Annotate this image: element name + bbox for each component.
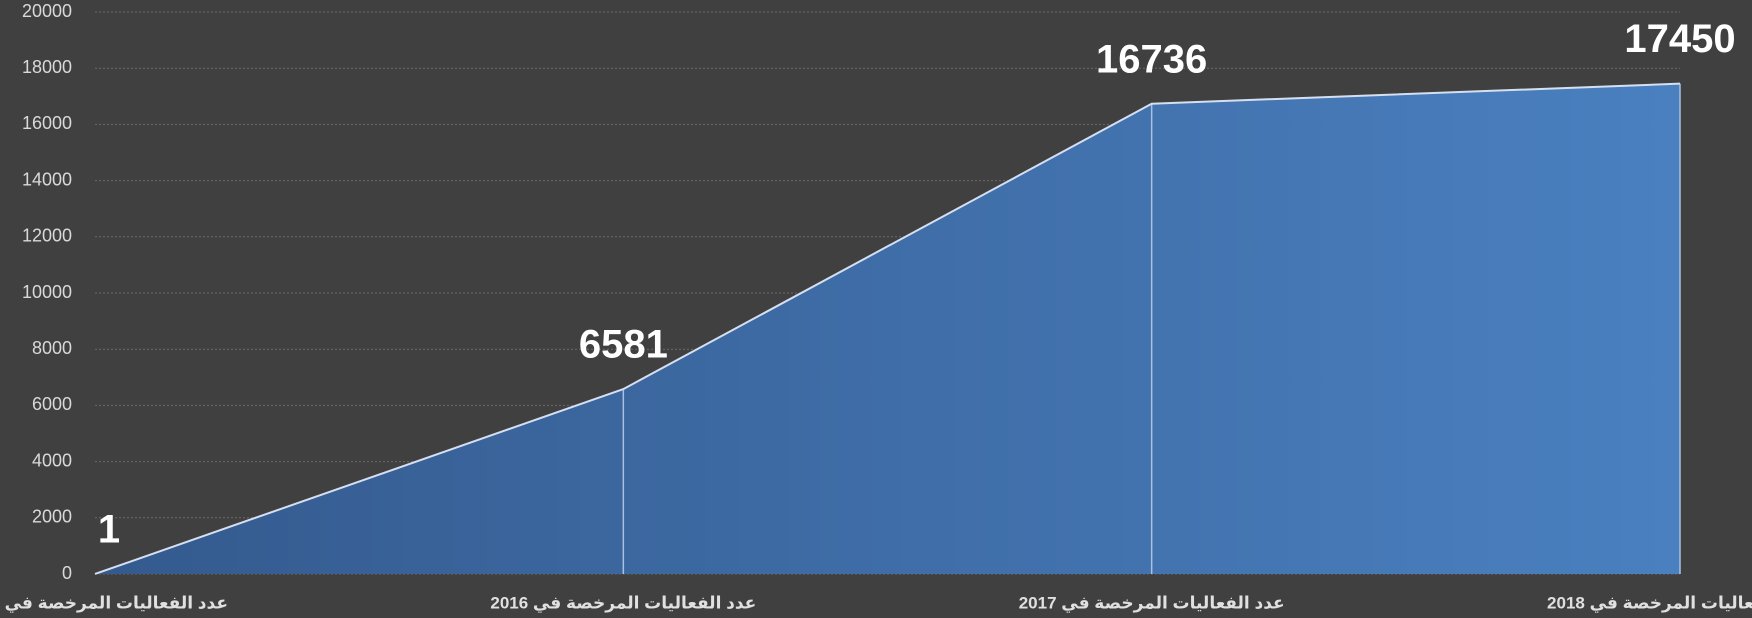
area [95,83,1680,574]
data-label: 1 [98,508,120,552]
y-tick-label: 16000 [22,113,72,133]
y-tick-label: 12000 [22,226,72,246]
area-line [94,82,1681,575]
x-tick-label: عدد الفعاليات المرخصة في 2015 [0,593,228,613]
y-tick-label: 0 [62,563,72,583]
data-label: 16736 [1096,37,1207,81]
y-tick-label: 2000 [32,507,72,527]
x-tick-label: عدد الفعاليات المرخصة في 2016 [490,593,756,613]
y-tick-label: 18000 [22,57,72,77]
y-tick-label: 6000 [32,394,72,414]
data-label: 6581 [579,323,668,367]
data-label: 17450 [1624,17,1735,61]
x-tick-label: عدد الفعاليات المرخصة في 2017 [1019,593,1285,613]
y-tick-label: 8000 [32,338,72,358]
y-tick-label: 4000 [32,450,72,470]
y-tick-label: 20000 [22,1,72,21]
y-tick-label: 14000 [22,169,72,189]
x-tick-label: عدد الفعاليات المرخصة في 2018 [1547,593,1752,613]
y-tick-label: 10000 [22,282,72,302]
